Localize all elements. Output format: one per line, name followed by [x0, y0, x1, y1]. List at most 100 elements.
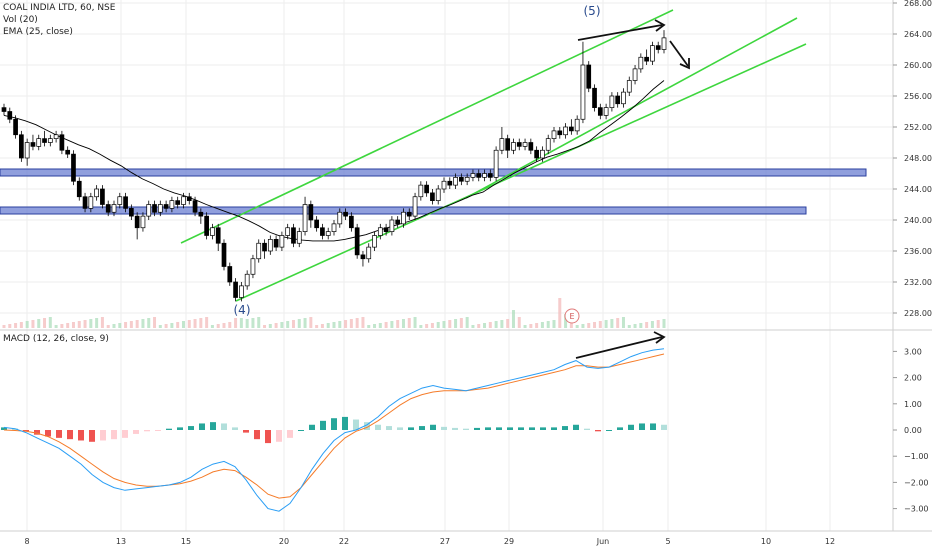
price-divergence-arrow[interactable]	[577, 24, 663, 41]
bullish-candle	[522, 142, 528, 147]
time-tick-label: 12	[825, 537, 835, 546]
volume-bar	[37, 319, 41, 328]
volume-bar	[488, 322, 492, 328]
volume-bar	[112, 324, 116, 328]
volume-bar	[14, 323, 18, 328]
volume-bar	[529, 324, 533, 328]
volume-legend[interactable]: Vol (20)	[3, 15, 38, 25]
macd-histogram-bar	[650, 423, 656, 430]
macd-signal-line[interactable]	[3, 353, 665, 499]
macd-histogram-bar	[1, 427, 7, 430]
volume-bar	[210, 325, 214, 328]
candlesticks[interactable]	[1, 30, 667, 302]
volume-bar	[483, 323, 487, 328]
volume-bar	[454, 319, 458, 328]
volume-bar	[373, 324, 377, 328]
bearish-candle	[383, 227, 389, 232]
bearish-candle	[233, 281, 238, 298]
price-tick-label: 256.00	[904, 92, 932, 101]
volume-bar	[413, 317, 417, 328]
bullish-candle	[493, 149, 499, 178]
volume-bars	[2, 298, 666, 328]
volume-bar	[71, 322, 75, 328]
bullish-candle	[412, 196, 418, 217]
price-tick-label: 240.00	[904, 216, 932, 225]
volume-bar	[511, 310, 515, 328]
bearish-candle	[152, 204, 157, 213]
volume-bar	[158, 325, 162, 328]
bullish-candle	[540, 149, 545, 159]
volume-bar	[19, 322, 23, 328]
channel-middle-line[interactable]	[465, 17, 798, 199]
macd-histogram-bar	[320, 420, 326, 430]
volume-bar	[193, 319, 197, 328]
bearish-candle	[215, 227, 221, 244]
ema-legend[interactable]: EMA (25, close)	[3, 27, 73, 37]
volume-bar	[587, 323, 591, 328]
ema-line[interactable]	[3, 80, 665, 242]
volume-bar	[124, 322, 128, 328]
bullish-candle	[609, 95, 615, 108]
macd-line[interactable]	[3, 348, 665, 512]
bullish-candle	[464, 177, 470, 182]
volume-bar	[280, 322, 284, 328]
price-divergence-arrowhead	[654, 19, 666, 32]
volume-bar	[517, 317, 521, 328]
volume-bar	[315, 325, 319, 328]
macd-histogram-bar	[551, 427, 557, 430]
macd-histogram-bar	[56, 430, 62, 438]
volume-bar	[540, 322, 544, 328]
macd-histogram-bar	[661, 424, 667, 430]
time-tick-label: 8	[24, 537, 29, 546]
time-tick-label: 5	[665, 537, 670, 546]
volume-bar	[48, 317, 52, 328]
bearish-candle	[487, 173, 493, 178]
channel-upper-line[interactable]	[180, 9, 674, 244]
volume-bar	[222, 323, 226, 328]
bullish-candle	[94, 188, 99, 198]
channel-lower-line[interactable]	[235, 43, 807, 302]
bearish-candle	[13, 118, 18, 136]
volume-bar	[60, 324, 64, 328]
macd-tick-label: 1.00	[904, 400, 922, 409]
volume-bar	[639, 323, 643, 328]
bearish-candle	[19, 134, 24, 159]
bearish-candle	[655, 45, 661, 50]
symbol-title[interactable]: COAL INDIA LTD, 60, NSE	[3, 3, 116, 13]
bearish-candle	[447, 180, 453, 186]
price-tick-label: 232.00	[904, 278, 932, 287]
macd-legend[interactable]: MACD (12, 26, close, 9)	[3, 334, 109, 344]
volume-bar	[234, 318, 238, 328]
volume-bar	[523, 325, 527, 328]
macd-histogram-bar	[397, 427, 403, 430]
macd-histogram-bar	[287, 430, 293, 438]
bearish-candle	[7, 111, 13, 120]
bearish-candle	[82, 196, 88, 209]
resistance-zone[interactable]	[0, 168, 867, 177]
volume-bar	[263, 325, 267, 328]
down-arrow[interactable]	[669, 40, 689, 67]
earnings-marker[interactable]: E	[564, 308, 580, 324]
bullish-candle	[210, 227, 215, 236]
volume-bar	[286, 321, 290, 328]
bearish-candle	[273, 239, 279, 248]
volume-bar	[407, 318, 411, 328]
volume-bar	[170, 323, 174, 328]
bullish-candle	[140, 215, 146, 229]
macd-histogram-bar	[375, 424, 381, 430]
macd-histogram-bar	[430, 424, 436, 430]
bullish-candle	[389, 219, 395, 232]
bullish-candle	[111, 204, 117, 213]
volume-bar	[100, 317, 104, 328]
bearish-candle	[569, 126, 574, 132]
bullish-candle	[441, 180, 447, 190]
divergence-arrows[interactable]	[575, 19, 690, 359]
volume-bar	[430, 323, 434, 328]
volume-bar	[344, 320, 348, 328]
volume-bar	[25, 321, 29, 328]
macd-histogram-bar	[199, 423, 205, 430]
macd-histogram-bar	[188, 426, 194, 430]
macd-divergence-arrow[interactable]	[575, 336, 663, 359]
bearish-candle	[65, 149, 71, 155]
